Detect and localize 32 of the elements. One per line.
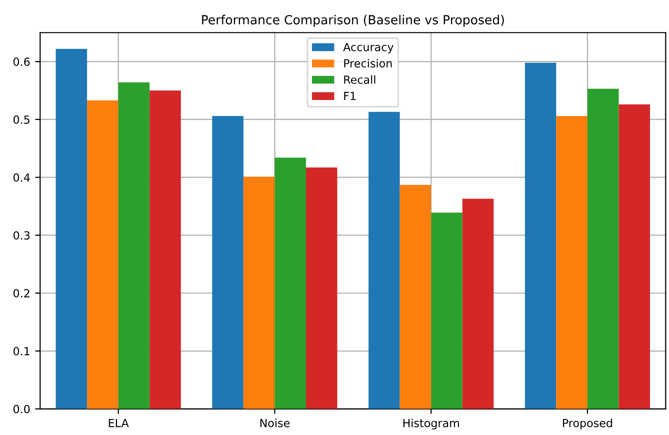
bar (524, 62, 556, 409)
bar (400, 184, 432, 409)
bar (618, 104, 650, 409)
bar (462, 198, 494, 409)
x-tick-label: Histogram (403, 418, 459, 430)
x-tick-label: ELA (108, 418, 129, 428)
legend-label: Recall (344, 75, 376, 84)
legend-label: F1 (344, 92, 356, 100)
bar (431, 212, 462, 409)
bar (243, 176, 275, 409)
x-tick-label: Proposed (562, 418, 612, 430)
bar (556, 116, 588, 409)
bar (274, 158, 306, 409)
legend-label: Precision (344, 58, 392, 68)
bar (87, 100, 118, 409)
x-tick-label: Noise (260, 418, 290, 428)
bar (587, 88, 619, 409)
bar (150, 90, 181, 409)
y-tick-label: 0.1 (13, 346, 30, 356)
legend-label: Accuracy (343, 42, 394, 54)
y-tick-label: 0.0 (13, 404, 30, 414)
bar (118, 82, 150, 409)
bar (368, 112, 400, 409)
bar (306, 168, 338, 409)
bar (212, 116, 244, 409)
y-tick-label: 0.5 (13, 115, 30, 124)
y-tick-label: 0.6 (13, 58, 30, 66)
y-tick-label: 0.4 (13, 173, 30, 182)
chart-title: Performance Comparison (Baseline vs Proposed) (202, 14, 504, 27)
y-tick-label: 0.3 (13, 231, 30, 240)
y-tick-label: 0.2 (13, 289, 30, 298)
bar (56, 48, 88, 409)
